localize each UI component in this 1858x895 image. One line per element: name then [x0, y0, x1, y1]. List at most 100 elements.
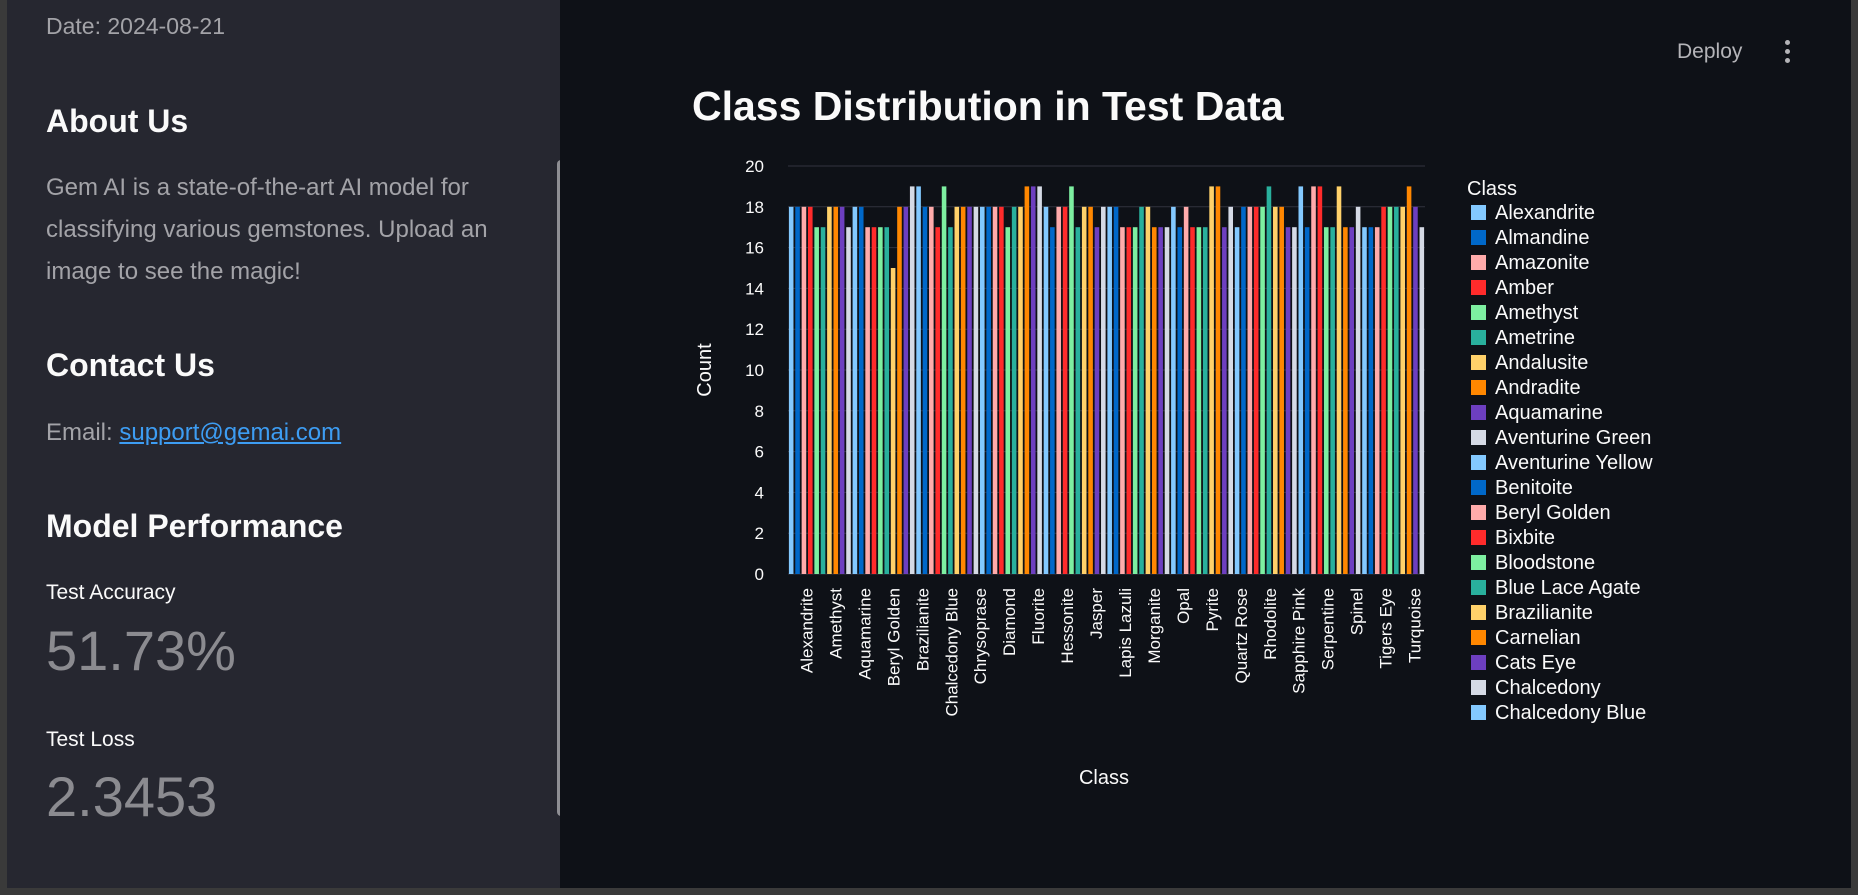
- legend-entry[interactable]: Andradite: [1495, 377, 1581, 399]
- legend-swatch[interactable]: [1471, 280, 1486, 295]
- bar[interactable]: [1037, 186, 1042, 574]
- bar[interactable]: [967, 206, 972, 575]
- bar[interactable]: [1158, 227, 1163, 574]
- bar[interactable]: [1132, 227, 1138, 574]
- bar[interactable]: [1349, 227, 1355, 574]
- legend-entry[interactable]: Cats Eye: [1495, 652, 1576, 674]
- bar[interactable]: [1209, 186, 1214, 574]
- bar[interactable]: [1081, 206, 1087, 575]
- bar[interactable]: [1011, 206, 1017, 575]
- deploy-button[interactable]: Deploy: [1677, 40, 1743, 63]
- bar[interactable]: [1247, 206, 1253, 575]
- bar[interactable]: [1311, 186, 1316, 574]
- bar[interactable]: [1253, 206, 1259, 575]
- legend-entry[interactable]: Benitoite: [1495, 477, 1573, 499]
- bar[interactable]: [1215, 186, 1221, 574]
- bar[interactable]: [999, 206, 1004, 575]
- bar[interactable]: [788, 206, 794, 575]
- bar[interactable]: [1317, 186, 1323, 574]
- bar[interactable]: [852, 206, 858, 575]
- bar[interactable]: [1075, 227, 1081, 574]
- bar[interactable]: [833, 206, 839, 575]
- bar[interactable]: [795, 206, 800, 575]
- legend-swatch[interactable]: [1471, 205, 1486, 220]
- bar[interactable]: [1234, 227, 1240, 574]
- legend-swatch[interactable]: [1471, 355, 1486, 370]
- legend-entry[interactable]: Aventurine Green: [1495, 427, 1651, 449]
- bar[interactable]: [1196, 227, 1202, 574]
- bar[interactable]: [1190, 227, 1195, 574]
- legend-entry[interactable]: Amethyst: [1495, 302, 1579, 324]
- legend-swatch[interactable]: [1471, 705, 1486, 720]
- bar[interactable]: [1126, 227, 1132, 574]
- bar[interactable]: [1062, 206, 1068, 575]
- legend-entry[interactable]: Alexandrite: [1495, 202, 1595, 224]
- bar[interactable]: [1202, 227, 1208, 574]
- legend-swatch[interactable]: [1471, 530, 1486, 545]
- bar[interactable]: [941, 186, 947, 574]
- kebab-menu-icon[interactable]: [1784, 40, 1792, 66]
- bar[interactable]: [878, 227, 883, 574]
- bar[interactable]: [1355, 206, 1361, 575]
- legend-swatch[interactable]: [1471, 230, 1486, 245]
- bar[interactable]: [1101, 206, 1106, 575]
- bar[interactable]: [1164, 227, 1170, 574]
- bar[interactable]: [1107, 206, 1112, 575]
- bar[interactable]: [1394, 206, 1399, 575]
- bar[interactable]: [1241, 206, 1246, 575]
- legend-swatch[interactable]: [1471, 255, 1486, 270]
- bar[interactable]: [922, 206, 928, 575]
- bar[interactable]: [929, 206, 934, 575]
- bar[interactable]: [897, 206, 902, 575]
- bar[interactable]: [846, 227, 851, 574]
- bar[interactable]: [1419, 227, 1425, 574]
- legend-entry[interactable]: Andalusite: [1495, 352, 1588, 374]
- bar[interactable]: [1056, 206, 1062, 575]
- bar[interactable]: [808, 206, 813, 575]
- legend-entry[interactable]: Amber: [1495, 277, 1554, 299]
- bar[interactable]: [814, 227, 819, 574]
- legend-entry[interactable]: Brazilianite: [1495, 602, 1593, 624]
- bar[interactable]: [1298, 186, 1304, 574]
- legend-entry[interactable]: Aquamarine: [1495, 402, 1603, 424]
- bar[interactable]: [935, 227, 940, 574]
- bar[interactable]: [820, 227, 826, 574]
- legend-entry[interactable]: Carnelian: [1495, 627, 1581, 649]
- legend-swatch[interactable]: [1471, 580, 1486, 595]
- bar[interactable]: [992, 206, 998, 575]
- bar[interactable]: [1285, 227, 1291, 574]
- bar[interactable]: [1005, 227, 1011, 574]
- bar[interactable]: [801, 206, 807, 575]
- sidebar-scrollbar[interactable]: [557, 160, 560, 816]
- legend-entry[interactable]: Chalcedony Blue: [1495, 702, 1646, 724]
- legend-entry[interactable]: Beryl Golden: [1495, 502, 1611, 524]
- legend-entry[interactable]: Almandine: [1495, 227, 1590, 249]
- bar[interactable]: [1088, 206, 1093, 575]
- bar[interactable]: [1069, 186, 1074, 574]
- bar[interactable]: [1113, 206, 1119, 575]
- bar[interactable]: [1139, 206, 1144, 575]
- bar[interactable]: [954, 206, 960, 575]
- bar[interactable]: [1381, 206, 1386, 575]
- bar[interactable]: [827, 206, 832, 575]
- bar[interactable]: [890, 268, 896, 574]
- legend-entry[interactable]: Aventurine Yellow: [1495, 452, 1653, 474]
- legend-swatch[interactable]: [1471, 305, 1486, 320]
- bar[interactable]: [1043, 206, 1049, 575]
- bar[interactable]: [1260, 206, 1265, 575]
- bar[interactable]: [1413, 206, 1418, 575]
- legend-swatch[interactable]: [1471, 405, 1486, 420]
- bar[interactable]: [884, 227, 890, 574]
- bar[interactable]: [986, 206, 991, 575]
- bar[interactable]: [1368, 227, 1374, 574]
- legend-entry[interactable]: Amazonite: [1495, 252, 1590, 274]
- legend-swatch[interactable]: [1471, 455, 1486, 470]
- bar[interactable]: [1279, 206, 1284, 575]
- legend-swatch[interactable]: [1471, 605, 1486, 620]
- bar[interactable]: [871, 227, 877, 574]
- bar[interactable]: [858, 206, 864, 575]
- bar[interactable]: [1171, 206, 1176, 575]
- bar[interactable]: [1145, 206, 1151, 575]
- bar[interactable]: [1177, 227, 1183, 574]
- bar[interactable]: [1120, 227, 1125, 574]
